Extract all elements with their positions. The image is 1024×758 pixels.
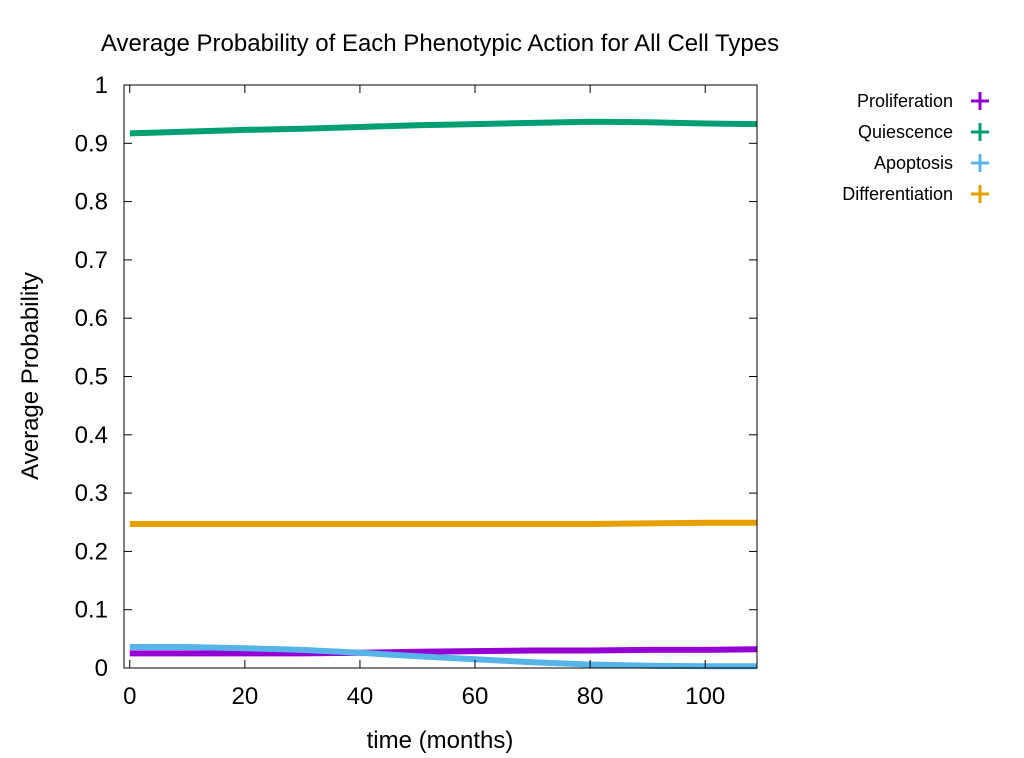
y-tick-label: 0.9 [75, 130, 108, 157]
series-line-apoptosis [129, 644, 757, 670]
y-tick-label: 1 [95, 72, 108, 99]
y-tick-label: 0.3 [75, 480, 108, 507]
legend: Proliferation Quiescence Apoptosis Differen… [842, 91, 989, 204]
y-tick-label: 0.8 [75, 189, 108, 216]
y-axis-label: Average Probability [17, 272, 44, 480]
legend-label-differentiation: Differentiation [842, 184, 953, 204]
y-tick-label: 0.1 [75, 597, 108, 624]
legend-label-quiescence: Quiescence [858, 122, 953, 142]
y-tick-label: 0.4 [75, 422, 108, 449]
axis-ticks: 0 20 40 60 80 100 0 0.1 0.2 0.3 0.4 0.5 0.6 0.7 0.8 0.9… [75, 72, 757, 710]
x-tick-label: 0 [123, 683, 136, 710]
x-tick-label: 40 [347, 683, 374, 710]
legend-label-proliferation: Proliferation [857, 91, 953, 111]
y-tick-label: 0.2 [75, 538, 108, 565]
series-line-proliferation [129, 646, 758, 657]
legend-label-apoptosis: Apoptosis [874, 153, 953, 173]
x-tick-label: 80 [577, 683, 604, 710]
y-tick-label: 0.7 [75, 247, 108, 274]
x-tick-label: 100 [685, 683, 725, 710]
series-line-differentiation [129, 519, 757, 527]
plot-area [129, 118, 758, 670]
series-line-quiescence [129, 118, 758, 137]
plot-frame [123, 84, 758, 669]
y-tick-label: 0 [95, 655, 108, 682]
x-axis-label: time (months) [367, 727, 514, 754]
y-tick-label: 0.5 [75, 364, 108, 391]
y-tick-label: 0.6 [75, 305, 108, 332]
chart-title: Average Probability of Each Phenotypic A… [101, 30, 779, 57]
x-tick-label: 60 [462, 683, 489, 710]
x-tick-label: 20 [231, 683, 258, 710]
